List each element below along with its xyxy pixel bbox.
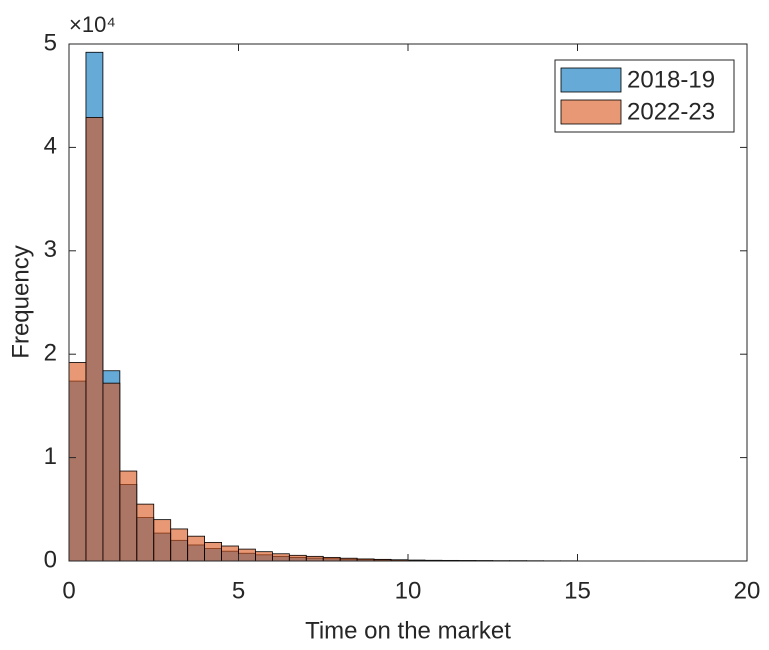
y-multiplier: ×10⁴	[69, 12, 116, 37]
y-tick-label: 4	[44, 133, 57, 160]
histogram-bar	[68, 362, 87, 562]
y-axis-label: Frequency	[7, 245, 34, 358]
histogram-bar	[255, 551, 273, 562]
histogram-bar	[238, 548, 256, 562]
y-tick-label: 0	[44, 546, 57, 573]
y-tick-label: 2	[44, 340, 57, 367]
legend-label: 2018-19	[627, 66, 715, 93]
histogram-bar	[136, 503, 155, 562]
x-tick-label: 0	[62, 577, 75, 604]
legend-swatch	[560, 99, 622, 125]
histogram-bar	[170, 528, 189, 562]
legend-swatch	[560, 67, 622, 93]
x-tick-label: 5	[232, 577, 245, 604]
histogram-bar	[322, 556, 341, 562]
x-tick-label: 20	[734, 577, 761, 604]
legend-label: 2022-23	[627, 98, 715, 125]
histogram-bar	[153, 519, 172, 562]
y-tick-label: 1	[44, 443, 57, 470]
histogram-bar	[305, 555, 324, 562]
y-tick-label: 5	[44, 29, 57, 56]
histogram-bar	[102, 382, 121, 562]
histogram-bar	[271, 553, 290, 562]
histogram-bar	[187, 535, 205, 562]
x-tick-label: 10	[395, 577, 422, 604]
histogram-bar	[119, 470, 138, 562]
histogram-bar	[204, 541, 222, 562]
x-axis-label: Time on the market	[305, 617, 511, 644]
histogram-bar	[288, 554, 307, 562]
x-tick-label: 15	[564, 577, 591, 604]
y-tick-label: 3	[44, 236, 57, 263]
histogram-bar	[221, 545, 239, 562]
histogram-bar	[85, 117, 104, 562]
